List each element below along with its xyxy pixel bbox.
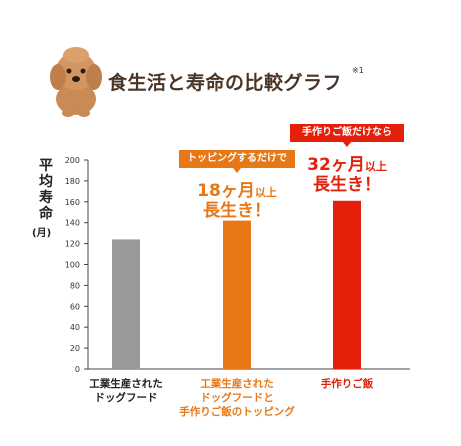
y-tick-label: 60	[70, 302, 80, 311]
y-axis-label-char: 命	[39, 206, 53, 222]
y-tick-label: 160	[65, 198, 80, 207]
y-tick-label: 140	[65, 219, 80, 228]
callout-homemade: 32ヶ月以上 長生き！	[287, 150, 407, 195]
y-axis-label-char: 均	[39, 174, 53, 190]
x-category-label-line: 手作りご飯のトッピング	[179, 406, 295, 418]
bar	[112, 239, 140, 369]
callout-tag-topping: トッピングするだけで	[179, 150, 295, 168]
bar	[333, 200, 361, 369]
callout-topping: 18ヶ月以上 長生き！	[177, 176, 297, 221]
y-tick-label: 40	[70, 323, 80, 332]
y-tick-label: 180	[65, 177, 80, 186]
y-tick-label: 200	[65, 156, 80, 165]
bar	[223, 220, 251, 369]
x-category-label-line: ドッグフード	[94, 392, 158, 404]
callout-pointer	[233, 168, 241, 173]
callout-suffix: 以上	[364, 160, 387, 173]
x-category-label: 工業生産された ドッグフードと手作りご飯のトッピング	[167, 377, 307, 419]
y-tick-label: 80	[70, 281, 80, 290]
y-tick-label: 100	[65, 261, 80, 270]
y-tick-label: 120	[65, 240, 80, 249]
chart-title: 食生活と寿命の比較グラフ	[108, 72, 343, 94]
y-tick-label: 0	[75, 365, 80, 374]
x-category-label: 工業生産された ドッグフード	[56, 377, 196, 405]
y-axis-label-char: 寿	[39, 190, 53, 206]
x-category-label-line: 工業生産された	[89, 378, 163, 390]
callout-number: 18ヶ月	[197, 181, 255, 201]
callout-line2: 長生き！	[203, 201, 271, 221]
callout-number: 32ヶ月	[307, 155, 365, 175]
callout-suffix: 以上	[254, 186, 277, 199]
x-category-label-line: 手作りご飯	[320, 378, 374, 390]
callout-tag-homemade: 手作りご飯だけなら	[290, 124, 404, 142]
y-axis-label: 平 均 寿 命	[38, 158, 54, 222]
y-axis-label-char: 平	[39, 158, 53, 174]
footnote-mark: ※1	[352, 66, 364, 75]
x-category-label: 手作りご飯	[277, 377, 417, 391]
callout-pointer	[343, 142, 351, 147]
dog-illustration	[50, 47, 102, 117]
x-category-label-line: 工業生産された	[200, 378, 274, 390]
y-tick-label: 20	[70, 344, 80, 353]
y-axis-unit: (月)	[32, 228, 52, 239]
callout-line2: 長生き！	[313, 175, 381, 195]
x-category-label-line: ドッグフードと	[200, 392, 274, 404]
